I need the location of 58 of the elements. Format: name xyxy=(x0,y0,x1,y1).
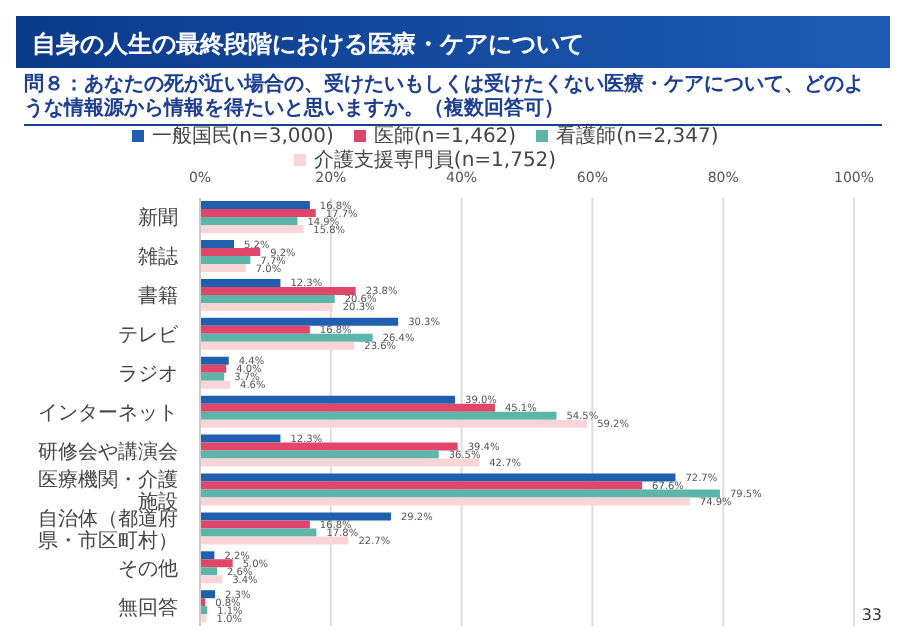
bar xyxy=(200,489,720,498)
bar xyxy=(200,317,399,326)
legend-label: 看護師(n=2,347) xyxy=(556,126,719,148)
y-tick-label: 研修会や講演会 xyxy=(38,439,178,464)
bar xyxy=(200,520,310,529)
y-tick-label: 雑誌 xyxy=(138,245,178,270)
bar xyxy=(200,458,480,467)
legend-label: 医師(n=1,462) xyxy=(373,126,517,148)
bar xyxy=(200,264,246,273)
y-tick-label: 無回答 xyxy=(118,595,178,620)
bar xyxy=(200,403,495,412)
bar xyxy=(200,302,333,311)
y-tick-label: テレビ xyxy=(118,325,180,348)
bar xyxy=(200,395,456,404)
bar xyxy=(200,225,304,234)
chart-title: 自身の人生の最終段階における医療・ケアについて xyxy=(16,16,890,68)
bar xyxy=(200,590,216,599)
y-tick-label: ラジオ xyxy=(118,364,178,387)
bar xyxy=(200,567,217,576)
y-tick-label: 新聞 xyxy=(138,206,178,231)
bar xyxy=(200,286,356,295)
bar xyxy=(200,356,229,365)
bar xyxy=(200,434,281,443)
bar xyxy=(200,278,281,287)
bar xyxy=(200,450,439,459)
bar xyxy=(200,240,235,249)
bar xyxy=(200,536,349,545)
legend-label: 介護支援専門員(n=1,752) xyxy=(313,150,557,172)
bar xyxy=(200,614,207,623)
bar xyxy=(200,372,225,381)
bar xyxy=(200,551,215,560)
bar xyxy=(200,512,391,521)
bar xyxy=(200,256,251,265)
bar xyxy=(200,217,298,226)
y-tick-label: その他 xyxy=(118,556,178,581)
bar xyxy=(200,473,676,482)
bar xyxy=(200,380,231,389)
bar xyxy=(200,201,310,210)
bar xyxy=(200,341,355,350)
chart-subtitle: 問８：あなたの死が近い場合の、受けたいもしくは受けたくない医療・ケアについて、どのような情報源から情報を得たいと思いますか。（複数回答可） xyxy=(24,74,882,126)
bar xyxy=(200,528,317,537)
y-tick-label: インターネット xyxy=(38,403,178,425)
bar xyxy=(200,575,223,584)
bar xyxy=(200,248,261,257)
bar xyxy=(200,419,588,428)
bar xyxy=(200,325,310,334)
bar xyxy=(200,497,690,506)
y-tick-label: 書籍 xyxy=(138,284,178,309)
bar xyxy=(200,294,335,303)
bar xyxy=(200,411,557,420)
bar xyxy=(200,364,227,373)
bar xyxy=(200,559,233,568)
bar xyxy=(200,481,643,490)
bar xyxy=(200,209,316,218)
bar xyxy=(200,333,373,342)
text: 33 xyxy=(861,606,882,624)
legend-label: 一般国民(n=3,000) xyxy=(151,126,334,148)
bar xyxy=(200,442,458,451)
